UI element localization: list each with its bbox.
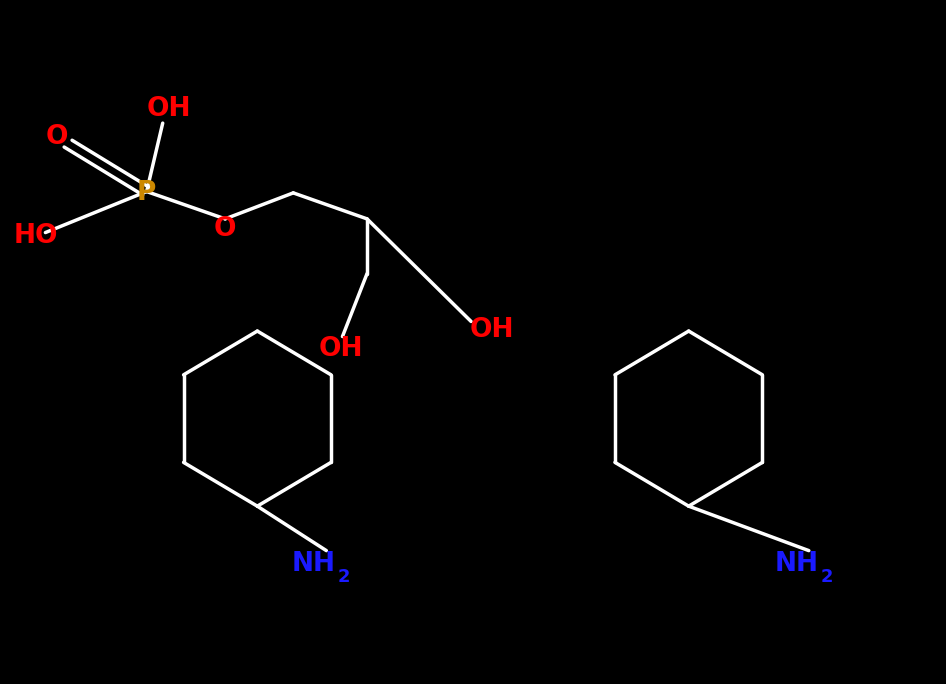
Text: O: O (45, 124, 68, 150)
Text: OH: OH (318, 336, 363, 362)
Text: O: O (214, 216, 236, 242)
Text: HO: HO (13, 223, 59, 249)
Text: NH: NH (291, 551, 336, 577)
Text: OH: OH (146, 96, 191, 122)
Text: NH: NH (774, 551, 818, 577)
Text: OH: OH (469, 317, 515, 343)
Text: 2: 2 (820, 568, 832, 586)
Text: 2: 2 (338, 568, 350, 586)
Text: P: P (137, 180, 156, 206)
